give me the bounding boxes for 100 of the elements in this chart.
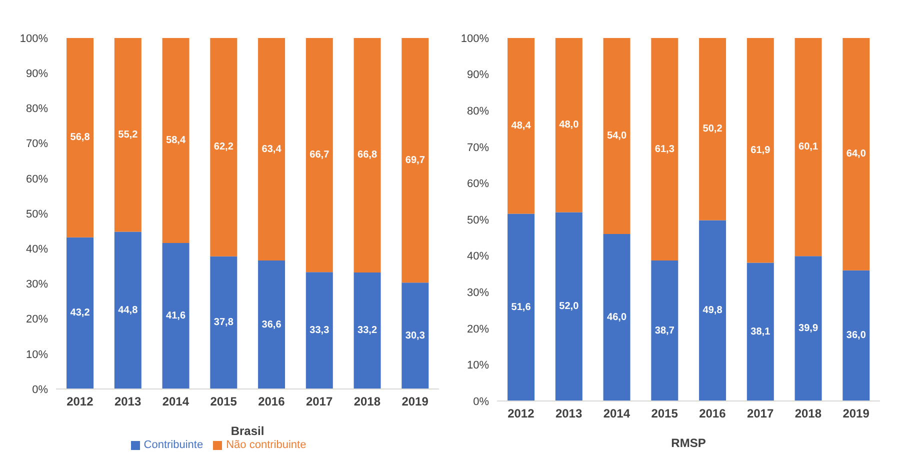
data-label: 61,9 xyxy=(750,144,771,156)
y-tick-label: 100% xyxy=(460,32,490,45)
bar xyxy=(354,272,381,389)
bar xyxy=(794,38,822,256)
x-tick-label: 2015 xyxy=(210,394,238,409)
bar xyxy=(555,212,582,401)
bar xyxy=(842,270,870,401)
y-tick-label: 50% xyxy=(26,208,48,220)
bar xyxy=(555,38,582,212)
bar xyxy=(114,38,142,232)
bar xyxy=(162,242,190,389)
data-label: 66,7 xyxy=(310,150,330,161)
data-label: 46,0 xyxy=(607,312,627,324)
bar xyxy=(699,220,726,401)
y-tick-label: 80% xyxy=(466,106,490,118)
bar xyxy=(114,232,142,389)
data-label: 43,2 xyxy=(70,308,90,319)
bar xyxy=(794,256,822,401)
y-tick-label: 100% xyxy=(20,32,48,45)
x-tick-label: 2014 xyxy=(603,406,630,421)
bar xyxy=(651,38,678,261)
y-tick-label: 10% xyxy=(26,348,48,361)
data-label: 37,8 xyxy=(214,317,234,328)
data-label: 33,2 xyxy=(358,325,378,336)
data-label: 56,8 xyxy=(70,132,90,144)
data-label: 49,8 xyxy=(702,305,723,316)
data-label: 30,3 xyxy=(405,330,426,342)
bar xyxy=(746,262,774,401)
x-tick-label: 2017 xyxy=(306,394,333,409)
x-tick-label: 2015 xyxy=(651,406,678,421)
bar xyxy=(651,260,678,401)
x-axis-title: Brasil xyxy=(230,424,264,438)
y-tick-label: 70% xyxy=(466,142,490,154)
data-label: 36,6 xyxy=(262,319,282,330)
data-label: 33,3 xyxy=(310,325,330,336)
bar xyxy=(210,38,238,256)
bar xyxy=(66,237,94,389)
data-label: 36,0 xyxy=(846,330,866,342)
legend-label: Contribuinte xyxy=(144,439,204,451)
y-tick-label: 30% xyxy=(466,287,490,300)
bar xyxy=(258,38,286,261)
y-tick-label: 70% xyxy=(26,138,48,150)
data-label: 69,7 xyxy=(405,154,426,166)
y-tick-label: 60% xyxy=(466,178,490,190)
y-tick-label: 20% xyxy=(26,314,48,326)
bar xyxy=(842,38,870,270)
data-label: 58,4 xyxy=(166,134,186,146)
data-label: 63,4 xyxy=(262,144,282,155)
x-tick-label: 2016 xyxy=(258,394,286,409)
x-tick-label: 2017 xyxy=(746,406,774,421)
data-label: 64,0 xyxy=(846,148,866,160)
bar xyxy=(258,260,286,389)
data-label: 44,8 xyxy=(118,304,138,316)
y-tick-label: 40% xyxy=(26,244,48,256)
y-tick-label: 60% xyxy=(26,173,48,186)
y-tick-label: 40% xyxy=(466,250,490,263)
bar xyxy=(508,38,535,214)
data-label: 38,1 xyxy=(750,326,771,338)
data-label: 52,0 xyxy=(559,301,580,312)
data-label: 55,2 xyxy=(118,129,138,140)
x-axis-title: RMSP xyxy=(671,436,706,450)
bar xyxy=(402,38,429,283)
bar xyxy=(746,38,774,263)
data-label: 51,6 xyxy=(511,302,532,313)
bar xyxy=(603,234,630,401)
bar xyxy=(603,38,630,234)
bar xyxy=(354,38,381,272)
bar xyxy=(699,38,726,220)
bar xyxy=(306,38,333,272)
y-tick-label: 0% xyxy=(32,384,48,396)
y-tick-label: 20% xyxy=(466,323,490,336)
bar xyxy=(210,256,238,389)
x-tick-label: 2018 xyxy=(354,394,381,409)
y-tick-label: 90% xyxy=(466,69,490,82)
legend-label: Não contribuinte xyxy=(226,439,306,451)
data-label: 48,4 xyxy=(511,120,532,132)
bar xyxy=(66,38,94,238)
y-tick-label: 80% xyxy=(26,103,48,116)
x-tick-label: 2014 xyxy=(162,394,190,409)
bar xyxy=(162,38,190,243)
data-label: 39,9 xyxy=(798,323,818,334)
x-tick-label: 2019 xyxy=(402,394,429,409)
data-label: 54,0 xyxy=(607,130,627,142)
data-label: 66,8 xyxy=(358,150,378,161)
data-label: 61,3 xyxy=(654,144,675,155)
y-tick-label: 30% xyxy=(26,278,48,291)
data-label: 41,6 xyxy=(166,310,186,322)
y-tick-label: 0% xyxy=(473,396,490,408)
data-label: 38,7 xyxy=(654,325,675,336)
data-label: 62,2 xyxy=(214,142,234,153)
y-tick-label: 50% xyxy=(466,214,490,226)
data-label: 48,0 xyxy=(559,120,580,131)
bar xyxy=(508,214,535,401)
x-tick-label: 2012 xyxy=(66,394,94,409)
x-tick-label: 2012 xyxy=(508,406,535,421)
x-tick-label: 2016 xyxy=(699,406,726,421)
bar xyxy=(306,272,333,389)
x-tick-label: 2013 xyxy=(114,394,142,409)
x-tick-label: 2013 xyxy=(555,406,582,421)
data-label: 50,2 xyxy=(702,124,723,135)
